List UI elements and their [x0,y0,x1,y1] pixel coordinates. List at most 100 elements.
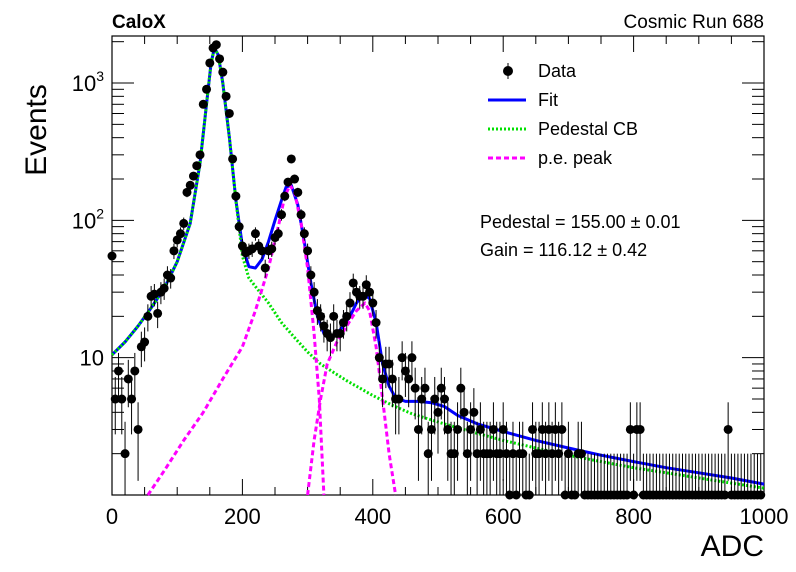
data-point [175,227,185,241]
data-point [169,243,179,260]
data-point [475,402,485,481]
data-point [303,243,313,260]
data-point [234,220,244,234]
data-point [107,248,117,265]
data-point [130,352,140,398]
y-tick-label: 102 [72,205,104,233]
legend-swatch [503,66,513,76]
data-point [413,402,423,481]
data-point [371,309,381,339]
data-point [453,402,463,481]
data-point [420,367,430,420]
x-axis: 0 200 400 600 800 1000 [106,36,789,529]
data-point [511,453,521,500]
data-point [635,402,645,481]
data-point [358,285,368,309]
data-point [325,323,335,357]
data-point [286,154,296,164]
data-point [267,241,277,257]
data-point [469,388,479,454]
fit-result-line: Gain = 116.12 ± 0.42 [480,240,647,260]
data-point [374,341,384,381]
data-points [107,40,766,500]
data-point [189,171,198,181]
data-point [547,421,557,495]
data-point [534,421,544,495]
x-tick-label: 600 [485,504,522,529]
data-point [218,67,228,77]
legend: Data Fit Pedestal CB p.e. peak [488,61,638,168]
data-point [524,453,534,500]
data-point [179,217,189,230]
data-point [570,453,580,500]
data-point [498,402,508,481]
data-point [136,331,146,368]
data-point [430,376,440,435]
x-tick-label: 800 [615,504,652,529]
data-point [319,313,329,343]
data-point [629,453,639,500]
x-axis-title: ADC [701,530,764,563]
data-point [296,209,306,221]
data-point [436,367,446,420]
data-point [120,421,130,495]
data-point [290,174,300,184]
data-point [221,91,231,101]
data-point [306,266,316,286]
x-tick-label: 400 [354,504,391,529]
legend-entry-p-e-peak: p.e. peak [488,148,613,168]
data-point [404,359,414,408]
data-point [202,84,212,94]
data-point [277,209,287,221]
data-point [426,402,436,481]
data-point [563,421,573,495]
data-point [518,421,528,495]
data-point [250,227,260,241]
data-point [143,304,153,332]
data-point [576,421,586,495]
data-point [299,227,309,241]
data-point [166,269,176,289]
data-point [394,376,404,435]
y-tick-label: 103 [72,68,104,96]
data-point [224,108,234,118]
data-point [410,367,420,420]
data-point [110,376,120,435]
data-point [192,161,202,171]
data-point [198,99,208,109]
data-point [329,304,339,332]
data-point [508,421,518,495]
data-point [280,191,290,202]
data-point [195,150,205,160]
data-point [316,304,326,332]
data-point [140,327,150,362]
data-point [433,388,443,454]
data-point [440,376,450,435]
data-point [495,421,505,495]
data-point [378,359,388,408]
x-tick-label: 1000 [740,504,789,529]
data-point [215,54,225,64]
corner-right-label: Cosmic Run 688 [624,12,764,33]
data-point [127,376,137,435]
legend-label: p.e. peak [538,148,613,168]
data-point [462,421,472,495]
data-point [273,227,283,241]
data-point [443,402,453,481]
series-line-pedestal-cb [110,46,765,490]
data-point [153,301,163,329]
legend-entry-pedestal-cb: Pedestal CB [488,119,638,139]
data-point [182,187,192,198]
legend-entry-fit: Fit [488,90,558,110]
data-point [159,278,169,300]
data-point [342,304,352,332]
data-point [472,421,482,495]
data-point [550,402,560,481]
data-point [488,402,498,481]
data-point [459,388,469,454]
data-point [133,402,143,481]
data-point [528,402,538,481]
data-point [400,352,410,398]
data-point [231,191,241,202]
